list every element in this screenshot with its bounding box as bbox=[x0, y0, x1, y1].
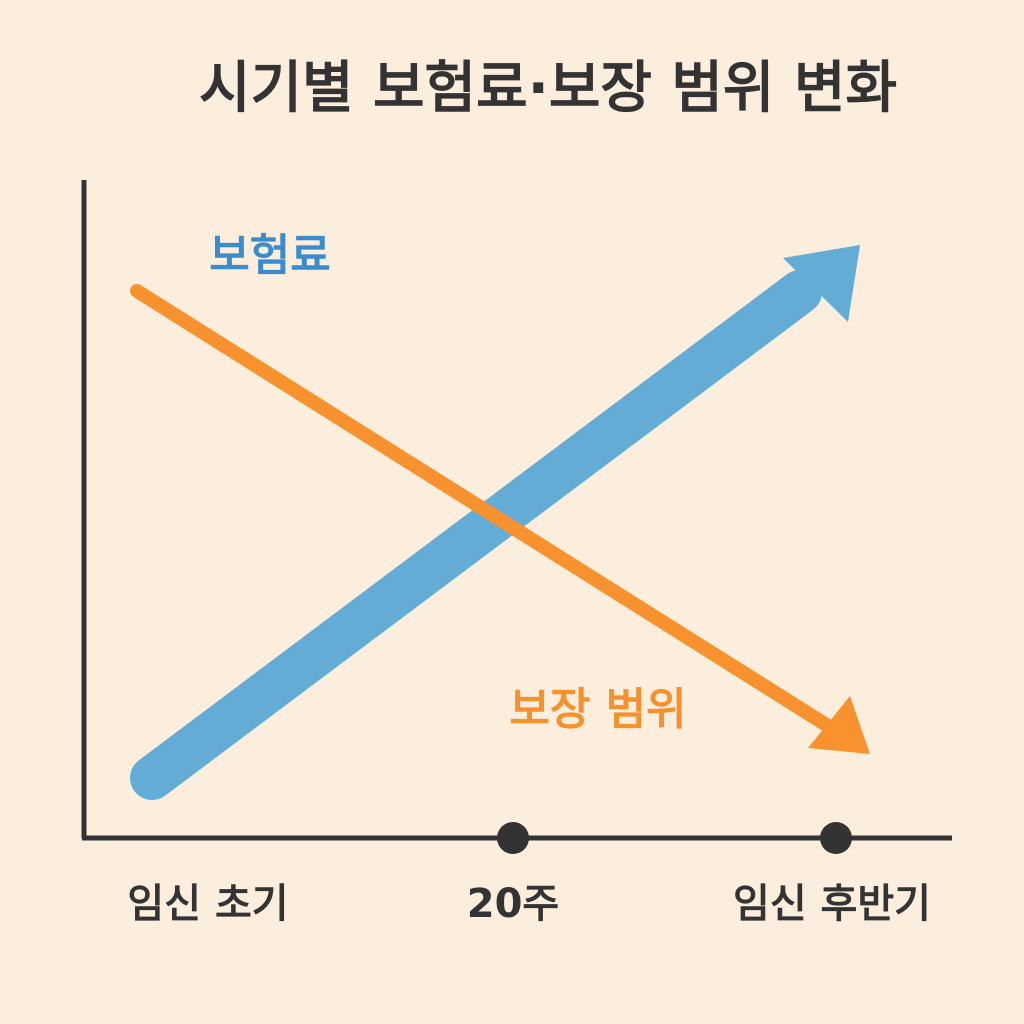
title: 시기별 보험료·보장 범위 변화 bbox=[199, 56, 897, 121]
premium-arrow-head bbox=[783, 245, 860, 322]
coverage-arrow bbox=[130, 284, 835, 733]
x-label: 임신 후반기 bbox=[733, 881, 931, 927]
x-label: 20주 bbox=[467, 881, 559, 927]
premium-label: 보험료 bbox=[209, 230, 330, 281]
axis-marker bbox=[820, 822, 852, 854]
coverage-arrow-head bbox=[808, 696, 870, 754]
coverage-label: 보장 범위 bbox=[509, 684, 686, 735]
axis-marker bbox=[497, 822, 529, 854]
premium-arrow bbox=[130, 270, 822, 800]
x-label: 임신 초기 bbox=[127, 881, 288, 927]
